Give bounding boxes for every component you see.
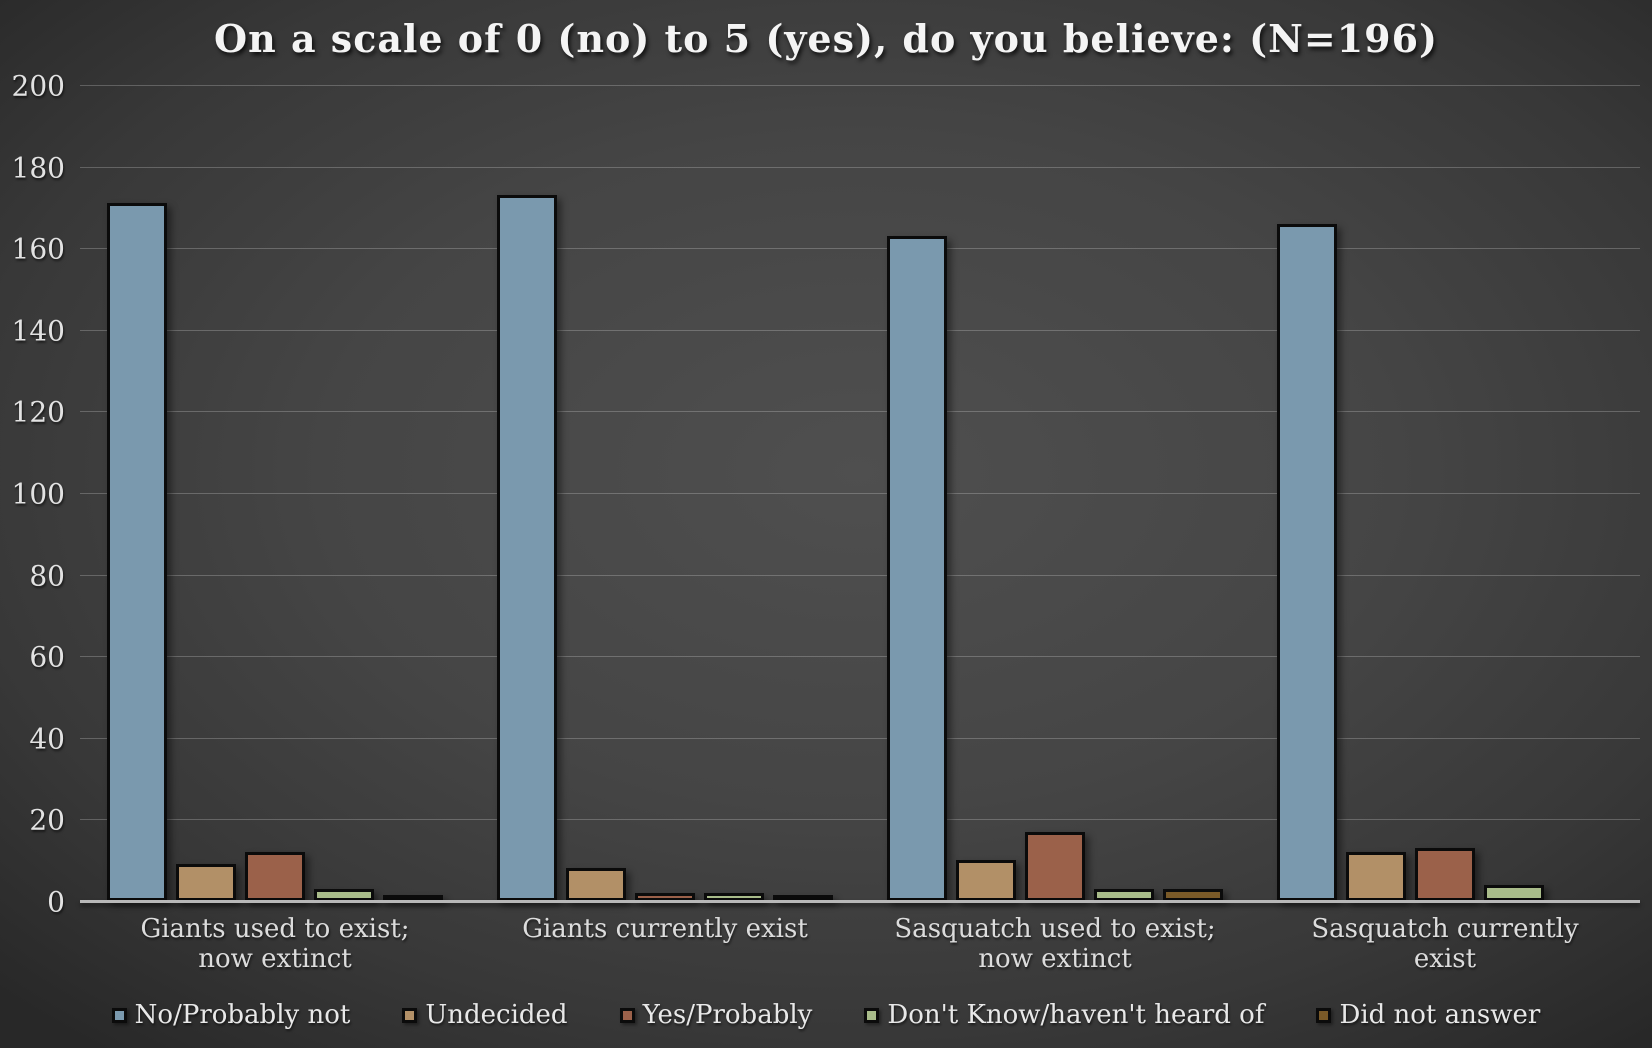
bar[interactable] (773, 895, 833, 901)
bar-group-3 (860, 85, 1250, 901)
gridline (80, 329, 1640, 331)
bar[interactable] (1163, 889, 1223, 901)
gridline (80, 819, 1640, 821)
bar-group-4 (1250, 85, 1640, 901)
category-label: Sasquatch used to exist; now extinct (894, 914, 1216, 974)
bar[interactable] (704, 893, 764, 901)
legend-swatch-icon (402, 1007, 418, 1023)
legend-swatch-icon (1316, 1007, 1332, 1023)
bar[interactable] (107, 203, 167, 901)
bar[interactable] (176, 864, 236, 901)
bar[interactable] (1484, 885, 1544, 901)
gridline (80, 493, 1640, 494)
bar[interactable] (956, 860, 1016, 901)
gridline (80, 574, 1640, 576)
category-label: Giants used to exist; now extinct (140, 914, 410, 974)
y-tick-label: 40 (29, 722, 65, 756)
legend-item[interactable]: No/Probably not (111, 1000, 351, 1030)
y-tick-label: 180 (11, 151, 65, 185)
bar-groups (80, 85, 1640, 901)
legend-swatch-icon (111, 1007, 127, 1023)
x-axis-baseline (80, 900, 1640, 903)
bar[interactable] (245, 852, 305, 901)
y-tick-label: 160 (11, 232, 65, 266)
legend-label: Did not answer (1339, 1000, 1541, 1030)
y-tick-label: 100 (11, 477, 65, 511)
bar[interactable] (1025, 832, 1085, 901)
gridline (80, 737, 1640, 739)
y-tick-label: 80 (29, 559, 65, 593)
bar-group-1 (80, 85, 470, 901)
gridline (80, 85, 1640, 86)
bar[interactable] (1277, 224, 1337, 901)
y-tick-label: 200 (11, 69, 65, 103)
legend-label: Don't Know/haven't heard of (887, 1000, 1265, 1030)
chart-title: On a scale of 0 (no) to 5 (yes), do you … (213, 16, 1439, 61)
bar[interactable] (887, 236, 947, 901)
legend-swatch-icon (864, 1007, 880, 1023)
category-label: Sasquatch currently exist (1311, 914, 1579, 974)
y-tick-label: 140 (11, 314, 65, 348)
category-label: Giants currently exist (522, 914, 808, 944)
legend-item[interactable]: Don't Know/haven't heard of (864, 1000, 1264, 1030)
legend-label: No/Probably not (134, 1000, 351, 1030)
bar[interactable] (1346, 852, 1406, 901)
y-tick-label: 60 (29, 640, 65, 674)
legend-label: Yes/Probably (642, 1000, 813, 1030)
bar[interactable] (497, 195, 557, 901)
y-tick-label: 20 (29, 803, 65, 837)
gridline (80, 166, 1640, 168)
y-tick-label: 120 (11, 395, 65, 429)
y-tick-label: 0 (47, 885, 65, 919)
bar[interactable] (1415, 848, 1475, 901)
bar[interactable] (383, 895, 443, 901)
legend: No/Probably not Undecided Yes/Probably Don'… (0, 1000, 1652, 1030)
plot-area: 0 20 40 60 80 100 120 140 160 180 200 (12, 70, 1640, 919)
legend-item[interactable]: Undecided (402, 1000, 568, 1030)
bar[interactable] (635, 893, 695, 901)
bar-group-2 (470, 85, 860, 901)
gridline (80, 656, 1640, 658)
legend-item[interactable]: Did not answer (1316, 1000, 1540, 1030)
bar[interactable] (1094, 889, 1154, 901)
bar[interactable] (566, 868, 626, 901)
legend-item[interactable]: Yes/Probably (619, 1000, 813, 1030)
gridline (80, 411, 1640, 413)
gridline (80, 248, 1640, 250)
legend-swatch-icon (619, 1007, 635, 1023)
x-axis-category-labels: Giants used to exist; now extinct Giants … (80, 914, 1640, 975)
bar[interactable] (314, 889, 374, 901)
legend-label: Undecided (425, 1000, 568, 1030)
